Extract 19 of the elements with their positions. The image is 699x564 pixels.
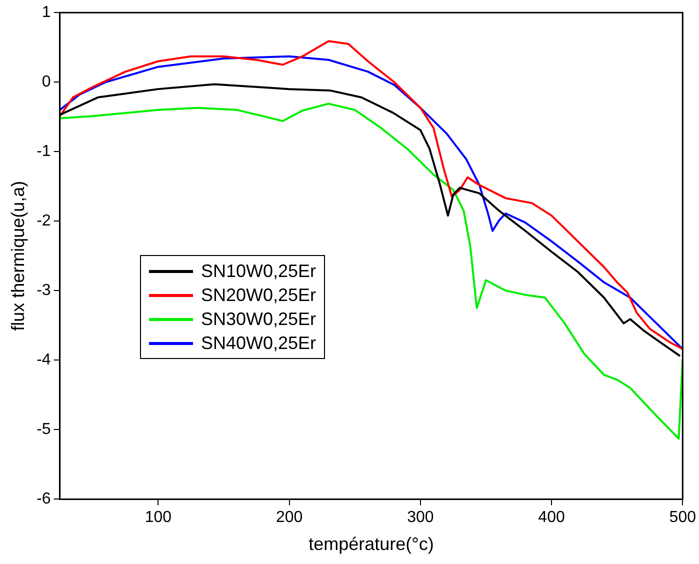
x-tick-label: 400 bbox=[538, 509, 565, 526]
legend-label: SN30W0,25Er bbox=[201, 308, 316, 330]
x-axis-title: température(°c) bbox=[308, 534, 434, 554]
x-tick-label: 200 bbox=[276, 509, 303, 526]
x-tick-label: 500 bbox=[669, 509, 696, 526]
y-tick-label: -3 bbox=[36, 282, 51, 300]
legend-label: SN40W0,25Er bbox=[201, 332, 316, 354]
y-tick-label: 0 bbox=[42, 74, 51, 91]
y-tick-label: -2 bbox=[36, 212, 51, 230]
y-tick-label: -1 bbox=[36, 143, 51, 160]
y-axis-title: flux thermique(u,a) bbox=[8, 180, 28, 331]
y-tick-label: -6 bbox=[36, 490, 51, 508]
y-tick-label: -4 bbox=[36, 352, 51, 369]
y-tick-label: 1 bbox=[42, 4, 51, 22]
legend-label: SN10W0,25Er bbox=[201, 260, 316, 282]
y-tick-label: -5 bbox=[36, 421, 51, 438]
x-tick-label: 100 bbox=[144, 509, 172, 526]
x-tick-label: 300 bbox=[407, 509, 434, 526]
legend-label: SN20W0,25Er bbox=[201, 284, 316, 306]
